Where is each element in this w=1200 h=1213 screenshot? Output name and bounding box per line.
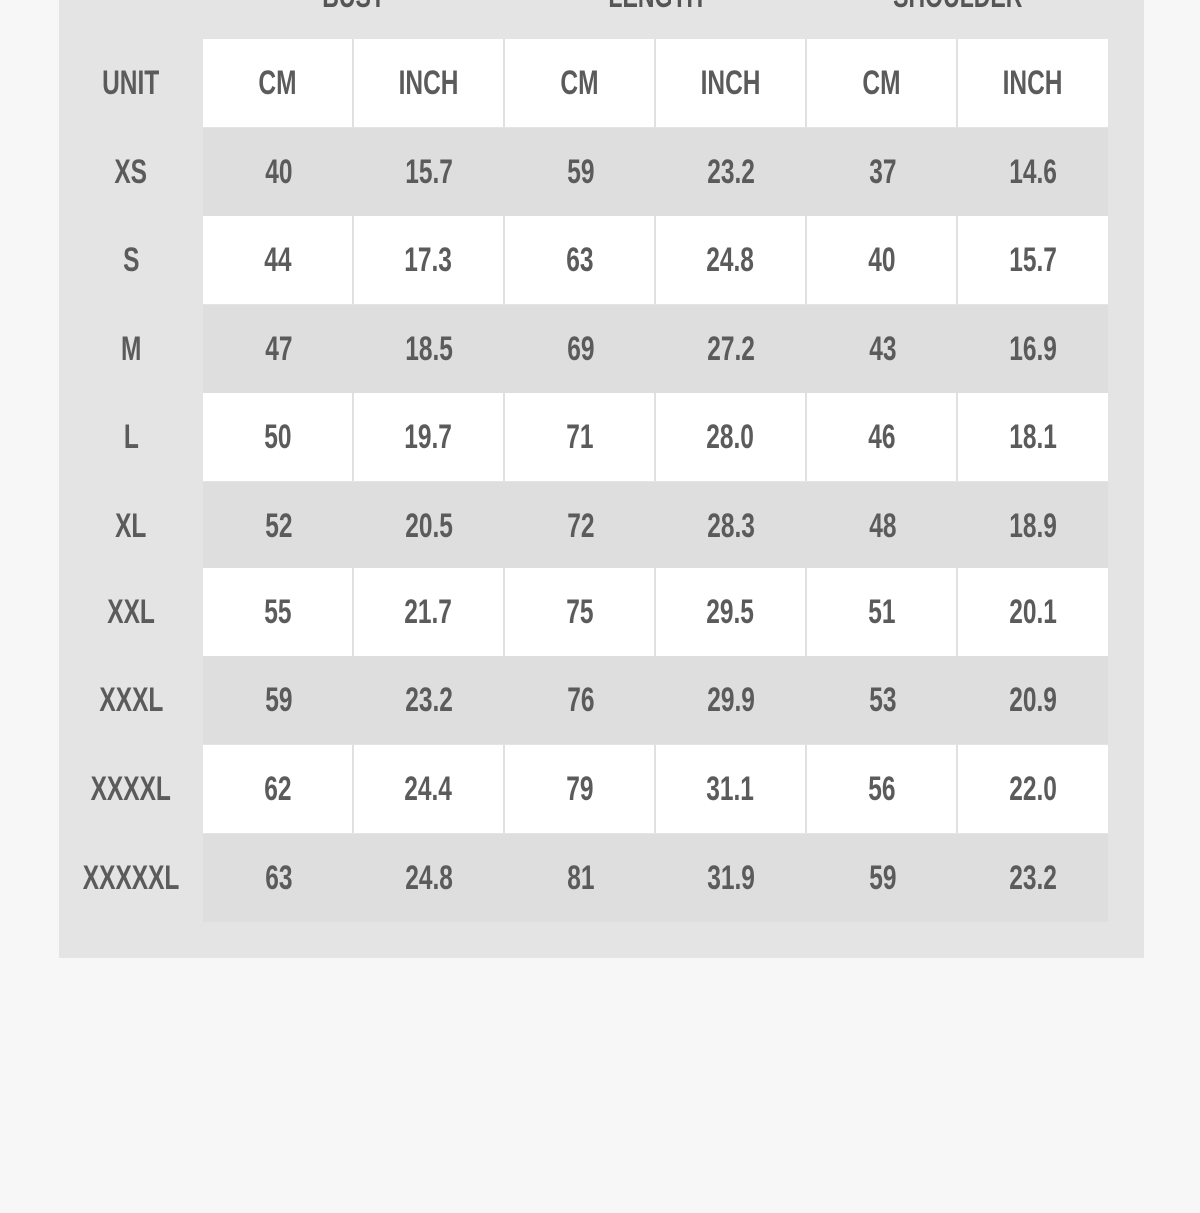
value-cell: 59 bbox=[505, 128, 656, 216]
table-row: XS 40 15.7 59 23.2 37 14.6 bbox=[59, 128, 1144, 216]
value-cell: INCH bbox=[656, 39, 807, 127]
value-cell: 37 bbox=[807, 128, 958, 216]
value-cell: 72 bbox=[505, 482, 656, 570]
value-cell: 28.0 bbox=[656, 393, 807, 481]
value-cell: 44 bbox=[203, 216, 354, 304]
value-cell: 56 bbox=[807, 745, 958, 833]
value-cell: 48 bbox=[807, 482, 958, 570]
value-cell: 28.3 bbox=[656, 482, 807, 570]
value-cell: 51 bbox=[807, 568, 958, 656]
value-cell: 24.4 bbox=[354, 745, 505, 833]
value-cell: INCH bbox=[958, 39, 1108, 127]
table-row: XXXXL 62 24.4 79 31.1 56 22.0 bbox=[59, 745, 1144, 833]
value-cell: 40 bbox=[807, 216, 958, 304]
value-cell: 23.2 bbox=[354, 656, 505, 744]
value-cell: 23.2 bbox=[958, 834, 1108, 922]
value-cell: 17.3 bbox=[354, 216, 505, 304]
value-cell: 59 bbox=[203, 656, 354, 744]
value-cell: 18.9 bbox=[958, 482, 1108, 570]
value-cell: 20.9 bbox=[958, 656, 1108, 744]
group-header-length: LENGTH bbox=[505, 0, 807, 15]
value-cell: 18.1 bbox=[958, 393, 1108, 481]
value-cell: 75 bbox=[505, 568, 656, 656]
value-cell: 16.9 bbox=[958, 305, 1108, 393]
value-cell: 29.5 bbox=[656, 568, 807, 656]
value-cell: 43 bbox=[807, 305, 958, 393]
table-row: XXXXXL 63 24.8 81 31.9 59 23.2 bbox=[59, 834, 1144, 922]
table-row: XXXL 59 23.2 76 29.9 53 20.9 bbox=[59, 656, 1144, 744]
size-chart: BUSTLENGTHSHOULDERUNITCMINCHCMINCHCMINCH… bbox=[59, 0, 1144, 958]
size-label: M bbox=[120, 329, 142, 368]
size-label: XXL bbox=[107, 592, 155, 631]
value-cell: CM bbox=[505, 39, 656, 127]
value-cell: 21.7 bbox=[354, 568, 505, 656]
value-cell: 40 bbox=[203, 128, 354, 216]
value-cell: 20.5 bbox=[354, 482, 505, 570]
size-label: XXXXL bbox=[90, 769, 172, 808]
value-cell: 79 bbox=[505, 745, 656, 833]
value-cell: 53 bbox=[807, 656, 958, 744]
value-cell: 29.9 bbox=[656, 656, 807, 744]
value-cell: 76 bbox=[505, 656, 656, 744]
group-header-shoulder: SHOULDER bbox=[807, 0, 1109, 15]
value-cell: 46 bbox=[807, 393, 958, 481]
value-cell: CM bbox=[203, 39, 354, 127]
size-label: XL bbox=[115, 506, 147, 545]
value-cell: 69 bbox=[505, 305, 656, 393]
value-cell: 14.6 bbox=[958, 128, 1108, 216]
size-label: XS bbox=[114, 152, 148, 191]
value-cell: 18.5 bbox=[354, 305, 505, 393]
size-label: S bbox=[122, 240, 140, 279]
value-cell: 27.2 bbox=[656, 305, 807, 393]
value-cell: 55 bbox=[203, 568, 354, 656]
size-label: L bbox=[123, 417, 139, 456]
value-cell: 63 bbox=[203, 834, 354, 922]
size-label: UNIT bbox=[102, 63, 160, 102]
value-cell: 24.8 bbox=[656, 216, 807, 304]
value-cell: CM bbox=[807, 39, 958, 127]
size-label: XXXXXL bbox=[82, 858, 180, 897]
size-label: XXXL bbox=[99, 680, 163, 719]
value-cell: 31.9 bbox=[656, 834, 807, 922]
value-cell: 20.1 bbox=[958, 568, 1108, 656]
table-row: XL 52 20.5 72 28.3 48 18.9 bbox=[59, 482, 1144, 570]
value-cell: 15.7 bbox=[958, 216, 1108, 304]
value-cell: 15.7 bbox=[354, 128, 505, 216]
table-row: L 50 19.7 71 28.0 46 18.1 bbox=[59, 393, 1144, 481]
value-cell: 50 bbox=[203, 393, 354, 481]
value-cell: 63 bbox=[505, 216, 656, 304]
value-cell: 81 bbox=[505, 834, 656, 922]
table-row: M 47 18.5 69 27.2 43 16.9 bbox=[59, 305, 1144, 393]
value-cell: 22.0 bbox=[958, 745, 1108, 833]
value-cell: 47 bbox=[203, 305, 354, 393]
value-cell: 23.2 bbox=[656, 128, 807, 216]
value-cell: 52 bbox=[203, 482, 354, 570]
value-cell: 59 bbox=[807, 834, 958, 922]
value-cell: 19.7 bbox=[354, 393, 505, 481]
table-row: XXL 55 21.7 75 29.5 51 20.1 bbox=[59, 568, 1144, 656]
header-row: UNIT CM INCH CM INCH CM INCH bbox=[59, 39, 1144, 127]
value-cell: INCH bbox=[354, 39, 505, 127]
group-header-bust: BUST bbox=[203, 0, 505, 15]
value-cell: 71 bbox=[505, 393, 656, 481]
value-cell: 31.1 bbox=[656, 745, 807, 833]
value-cell: 62 bbox=[203, 745, 354, 833]
table-row: S 44 17.3 63 24.8 40 15.7 bbox=[59, 216, 1144, 304]
value-cell: 24.8 bbox=[354, 834, 505, 922]
